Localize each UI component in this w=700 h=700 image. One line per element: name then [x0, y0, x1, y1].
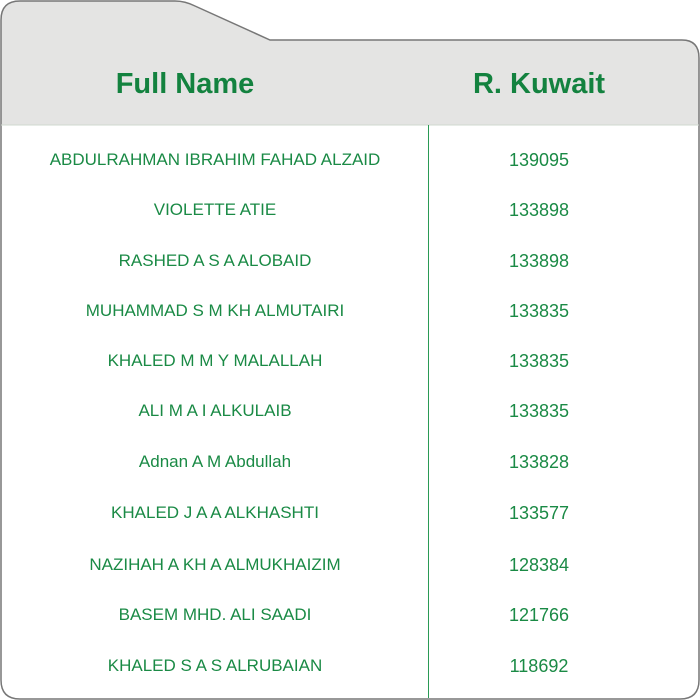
row-value: 118692 [509, 656, 569, 676]
row-name: ALI M A I ALKULAIB [138, 401, 292, 420]
table-row: VIOLETTE ATIE 133898 [0, 195, 700, 225]
row-value: 128384 [508, 555, 570, 575]
row-value: 133577 [508, 503, 570, 523]
table-row: NAZIHAH A KH A ALMUKHAIZIM 128384 [0, 550, 700, 580]
row-name: Adnan A M Abdullah [138, 452, 292, 471]
table-row: KHALED M M Y MALALLAH 133835 [0, 346, 700, 376]
header-r-kuwait: R. Kuwait [472, 68, 606, 100]
row-name: VIOLETTE ATIE [153, 200, 277, 219]
row-name: MUHAMMAD S M KH ALMUTAIRI [85, 301, 345, 320]
row-name: ABDULRAHMAN IBRAHIM FAHAD ALZAID [49, 150, 381, 169]
row-name: KHALED J A A ALKHASHTI [111, 503, 319, 522]
header-full-name: Full Name [115, 68, 255, 100]
row-name: KHALED M M Y MALALLAH [107, 351, 323, 370]
table-row: Adnan A M Abdullah 133828 [0, 447, 700, 477]
row-value: 133828 [508, 452, 570, 472]
table-row: BASEM MHD. ALI SAADI 121766 [0, 600, 700, 630]
row-name: BASEM MHD. ALI SAADI [118, 605, 312, 624]
table-row: ABDULRAHMAN IBRAHIM FAHAD ALZAID 139095 [0, 145, 700, 175]
table-row: KHALED S A S ALRUBAIAN 118692 [0, 651, 700, 681]
table-row: ALI M A I ALKULAIB 133835 [0, 396, 700, 426]
row-value: 133898 [508, 251, 570, 271]
table-row: KHALED J A A ALKHASHTI 133577 [0, 498, 700, 528]
column-divider [428, 125, 429, 698]
row-value: 133898 [508, 200, 570, 220]
row-value: 139095 [508, 150, 570, 170]
row-value: 133835 [508, 401, 570, 421]
row-name: KHALED S A S ALRUBAIAN [107, 656, 323, 675]
table-row: MUHAMMAD S M KH ALMUTAIRI 133835 [0, 296, 700, 326]
table-row: RASHED A S A ALOBAID 133898 [0, 246, 700, 276]
row-value: 121766 [508, 605, 570, 625]
row-value: 133835 [508, 351, 570, 371]
row-name: NAZIHAH A KH A ALMUKHAIZIM [89, 555, 341, 574]
row-value: 133835 [508, 301, 570, 321]
row-name: RASHED A S A ALOBAID [118, 251, 312, 270]
